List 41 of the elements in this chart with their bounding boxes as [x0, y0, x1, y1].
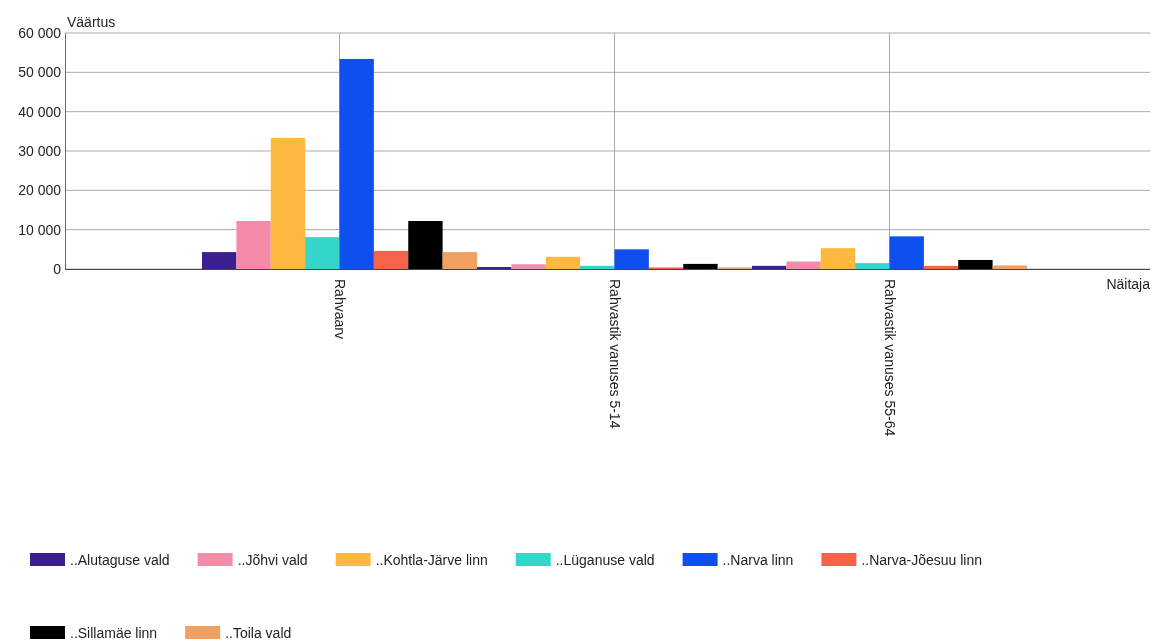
y-tick-label: 30 000 [18, 142, 62, 159]
bar [442, 252, 477, 269]
legend-label: ..Kohtla-Järve linn [375, 552, 488, 568]
x-tick-label: Rahvaarv [331, 279, 348, 339]
x-axis-title: Näitaja [1106, 276, 1151, 292]
bar [580, 265, 615, 269]
y-tick-label: 60 000 [18, 24, 62, 41]
x-tick-label: Rahvastik vanuses 5-14 [606, 279, 623, 429]
legend-label: ..Narva-Jõesuu linn [861, 552, 983, 568]
legend-label: ..Alutaguse vald [70, 552, 170, 568]
bar [545, 256, 581, 269]
legend-label: ..Lüganuse vald [555, 552, 655, 568]
legend-label: ..Jõhvi vald [237, 552, 308, 568]
bar [511, 264, 546, 269]
bar [786, 261, 821, 269]
bar [339, 58, 374, 269]
x-tick-label: Rahvastik vanuses 55-64 [881, 279, 898, 437]
bar [373, 250, 409, 269]
bar [992, 265, 1027, 269]
y-tick-label: 0 [53, 260, 62, 277]
bar [202, 252, 237, 269]
bar [683, 263, 718, 269]
y-tick-label: 20 000 [18, 182, 62, 199]
bar [923, 265, 959, 269]
legend-label: ..Narva linn [722, 552, 794, 568]
bar [820, 248, 856, 269]
bar [305, 237, 340, 269]
bar [855, 263, 890, 269]
bar [408, 221, 443, 269]
y-tick-label: 40 000 [18, 103, 62, 120]
y-tick-label: 10 000 [18, 221, 62, 238]
bar [614, 249, 649, 269]
bar [236, 221, 271, 269]
bar [958, 259, 993, 269]
bar [270, 138, 306, 269]
legend-label: ..Toila vald [225, 625, 292, 641]
bar [889, 236, 924, 269]
y-tick-label: 50 000 [18, 64, 62, 81]
legend-label: ..Sillamäe linn [70, 625, 158, 641]
bar [752, 265, 787, 269]
y-axis-title: Väärtus [67, 14, 116, 30]
